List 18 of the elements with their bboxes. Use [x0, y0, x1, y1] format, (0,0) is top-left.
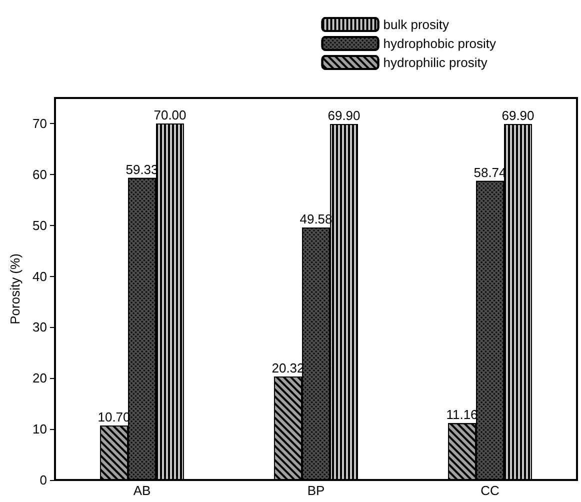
y-tick-label: 30: [32, 320, 47, 335]
y-tick-label: 50: [32, 218, 47, 233]
y-tick-label: 20: [32, 370, 47, 386]
x-tick-label: CC: [480, 483, 500, 498]
data-label: 69.90: [502, 108, 534, 123]
y-tick-label: 10: [32, 422, 47, 437]
legend-label: bulk prosity: [383, 17, 450, 32]
data-label: 69.90: [328, 108, 360, 123]
legend-label: hydrophilic prosity: [383, 55, 488, 70]
x-tick-label: BP: [307, 483, 325, 498]
legend-label: hydrophobic prosity: [383, 36, 496, 51]
y-tick-label: 0: [40, 472, 47, 488]
data-label: 70.00: [154, 107, 186, 122]
y-tick-label: 40: [32, 268, 47, 284]
y-tick-label: 70: [32, 116, 47, 131]
y-axis-title: Porosity (%): [8, 254, 23, 324]
x-tick-label: AB: [133, 483, 151, 498]
y-tick-label: 60: [32, 166, 47, 182]
